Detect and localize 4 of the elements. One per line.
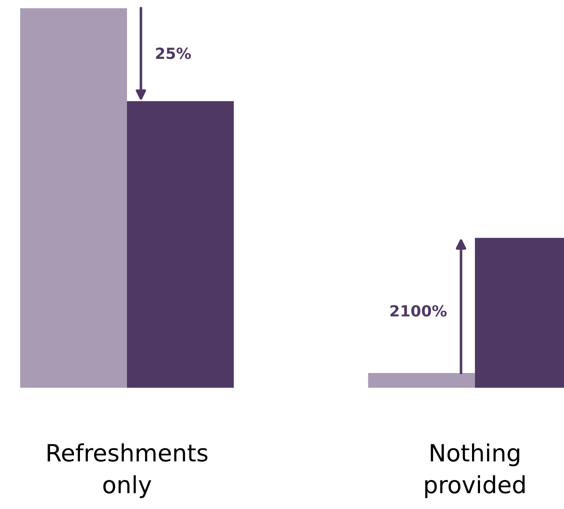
annotation: 25% [156, 48, 191, 60]
x-tick-label: Nothing provided [425, 443, 525, 498]
x-tick-label: Refreshments only [48, 443, 208, 498]
annotation: 2100% [390, 305, 447, 317]
